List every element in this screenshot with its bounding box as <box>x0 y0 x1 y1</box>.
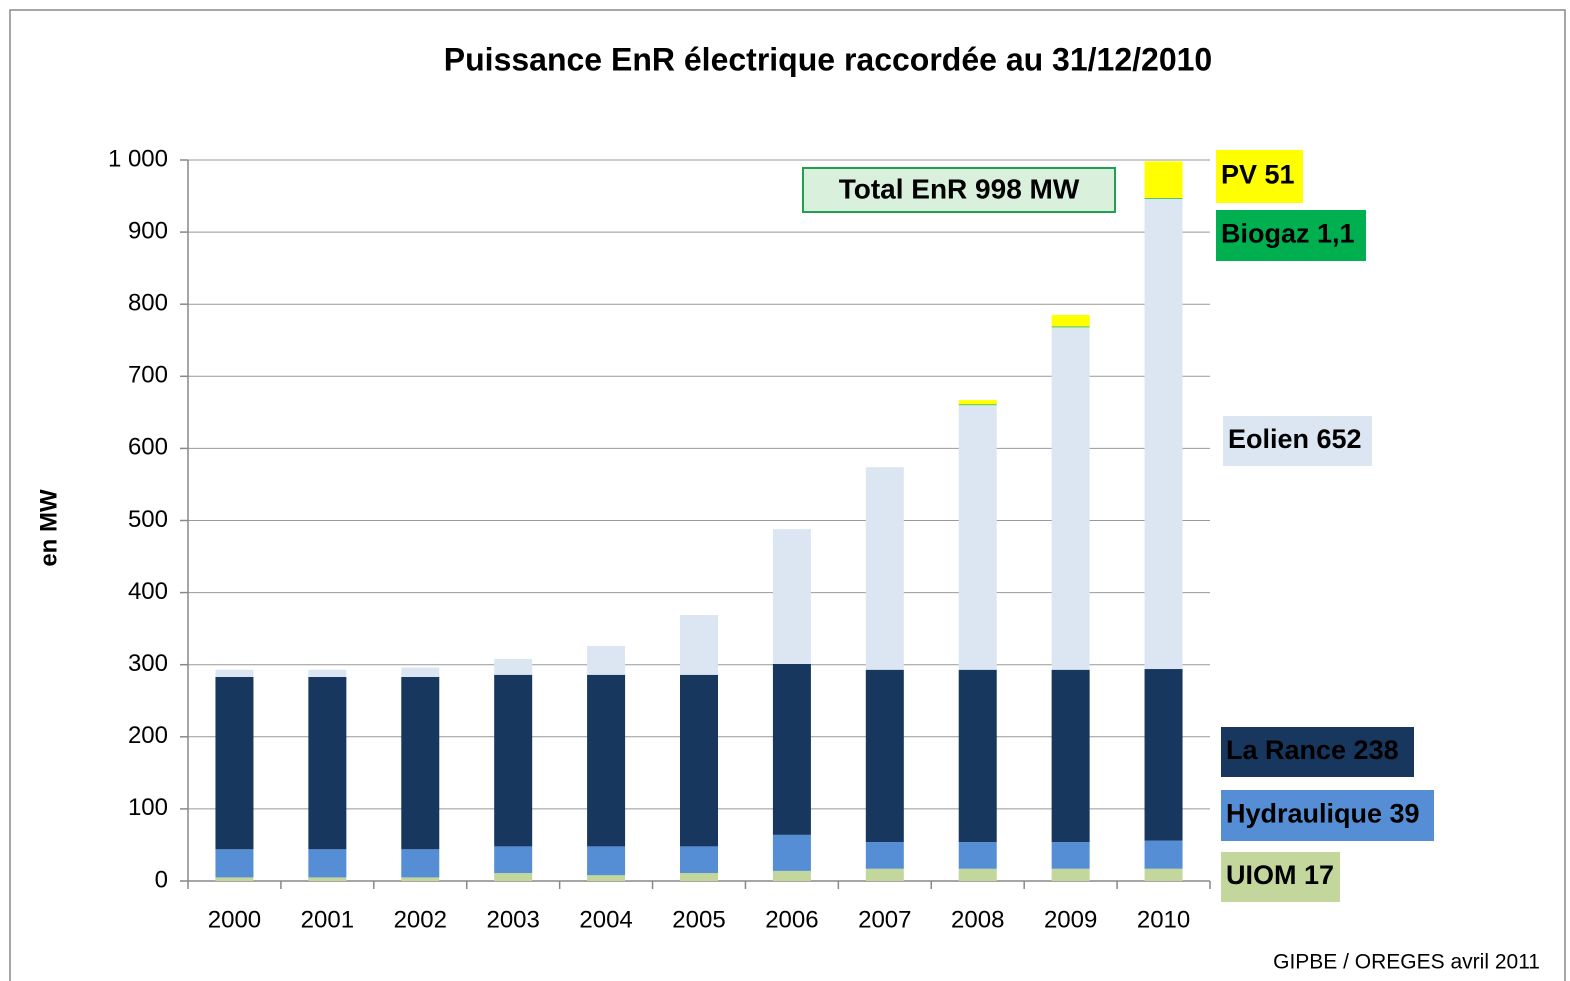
bar-segment <box>401 849 440 878</box>
bar-segment <box>772 663 811 835</box>
bar-segment <box>772 529 811 664</box>
bar-segment <box>1144 669 1183 841</box>
x-tick-label: 2001 <box>301 906 354 933</box>
x-tick-label: 2007 <box>858 906 911 933</box>
legend-box <box>1221 852 1340 902</box>
bar-segment <box>215 669 254 677</box>
total-annotation: Total EnR 998 MW <box>839 173 1080 204</box>
bar-segment <box>1051 842 1090 869</box>
bar-segment <box>215 676 254 850</box>
bar-segment <box>865 842 904 869</box>
legend-box <box>1216 210 1366 261</box>
y-tick-label: 300 <box>128 650 168 677</box>
legend-label: Eolien 652 <box>1228 424 1362 454</box>
bar-segment <box>680 846 718 874</box>
bar-segment <box>494 846 533 874</box>
bar-segment <box>308 676 347 850</box>
x-tick-label: 2003 <box>486 906 539 933</box>
legend-label: PV 51 <box>1221 160 1295 190</box>
frame <box>9 9 1566 981</box>
legend-box <box>1221 727 1414 777</box>
bar-segment <box>587 846 626 876</box>
bar-segment <box>587 645 626 675</box>
legend-box <box>1221 790 1434 841</box>
bar-segment <box>308 669 347 677</box>
bar-segment <box>680 614 718 675</box>
bar-segment <box>680 873 718 881</box>
bar-segment <box>958 405 997 670</box>
y-tick-label: 0 <box>155 866 168 893</box>
bar-segment <box>587 674 626 847</box>
bar-segment <box>215 849 254 878</box>
x-tick-label: 2000 <box>208 906 261 933</box>
bar-segment <box>865 868 904 881</box>
x-tick-label: 2008 <box>951 906 1004 933</box>
y-tick-label: 200 <box>128 722 168 749</box>
bar-segment <box>1144 198 1183 670</box>
bar-segment <box>1144 868 1183 881</box>
y-tick-label: 900 <box>128 217 168 244</box>
legend-label: La Rance 238 <box>1226 735 1399 765</box>
bar-segment <box>308 849 347 878</box>
bar-segment <box>680 674 718 847</box>
total-box <box>802 167 1116 213</box>
source: GIPBE / OREGES avril 2011 <box>1273 951 1540 974</box>
bar-segment <box>494 873 533 881</box>
x-tick-label: 2010 <box>1137 906 1190 933</box>
bar-segment <box>1051 315 1090 327</box>
bar-segment <box>772 834 811 871</box>
bar-segment <box>494 658 533 675</box>
y-tick-label: 700 <box>128 362 168 389</box>
bar-segment <box>215 877 254 881</box>
y-tick-label: 1 000 <box>108 145 168 172</box>
bar-segment <box>958 400 997 405</box>
legend-box <box>1223 416 1372 466</box>
bar-segment <box>1051 868 1090 881</box>
x-tick-label: 2005 <box>672 906 725 933</box>
x-tick-label: 2009 <box>1044 906 1097 933</box>
bar-segment <box>1051 669 1090 843</box>
bar-segment <box>587 875 626 881</box>
bar-segment <box>958 404 997 406</box>
y-tick-label: 400 <box>128 578 168 605</box>
bar-segment <box>958 868 997 881</box>
y-tick-label: 600 <box>128 434 168 461</box>
legend-label: UIOM 17 <box>1226 860 1334 890</box>
x-tick-label: 2002 <box>394 906 447 933</box>
bar-segment <box>958 842 997 869</box>
legend-box <box>1216 150 1303 203</box>
y-tick-label: 800 <box>128 290 168 317</box>
bar-segment <box>1051 326 1090 328</box>
legend-label: Hydraulique 39 <box>1226 799 1420 829</box>
bar-segment <box>865 467 904 670</box>
legend-label: Biogaz 1,1 <box>1221 219 1355 249</box>
chart-title: Puissance EnR électrique raccordée au 31… <box>444 41 1212 77</box>
bar-segment <box>1144 161 1183 199</box>
bar-segment <box>401 877 440 881</box>
bar-segment <box>865 669 904 843</box>
bar-segment <box>401 676 440 850</box>
bar-segment <box>1144 840 1183 869</box>
x-tick-label: 2004 <box>579 906 632 933</box>
bar-segment <box>308 877 347 881</box>
bar-segment <box>494 674 533 847</box>
bar-segment <box>1051 327 1090 670</box>
x-tick-label: 2006 <box>765 906 818 933</box>
bar-segment <box>1144 198 1183 199</box>
bar-segment <box>958 669 997 843</box>
y-tick-label: 500 <box>128 506 168 533</box>
y-axis-label: en MW <box>35 489 62 567</box>
bar-segment <box>772 870 811 881</box>
y-tick-label: 100 <box>128 794 168 821</box>
bar-segment <box>401 667 440 677</box>
